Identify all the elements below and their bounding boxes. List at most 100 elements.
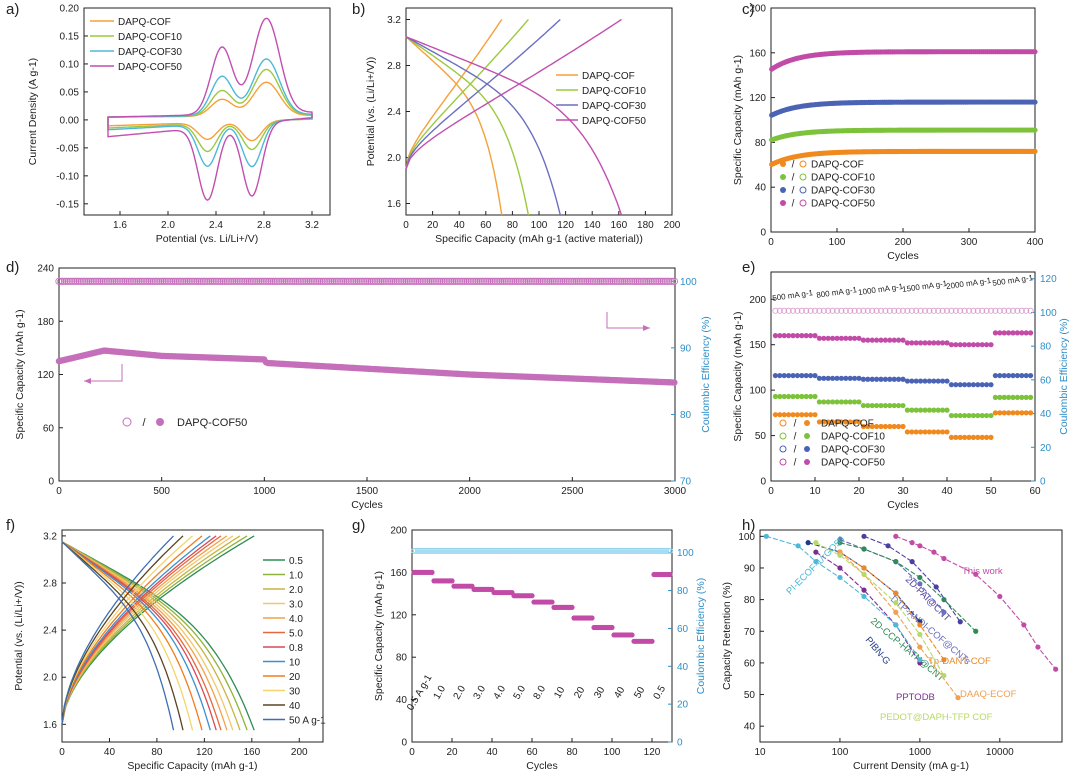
rate-point [979,342,985,348]
x-tick-label: 2.4 [209,220,223,231]
efficiency-point [432,277,440,285]
rate-point [777,372,783,379]
series-point [941,657,947,663]
y-tick-label: 80 [396,653,408,664]
efficiency-point [462,547,469,554]
rate-point [900,376,906,382]
efficiency-point [1010,307,1017,314]
rate-point [913,378,919,384]
series-point [957,619,963,625]
arrowhead [84,378,91,384]
efficiency-point [502,277,510,285]
y-tick-label: 3.2 [387,15,401,26]
x-axis-label: Specific Capacity (mAh g-1 (active mater… [435,233,643,245]
efficiency-point [873,307,880,314]
efficiency-point [360,277,368,285]
rate-point [975,412,981,419]
efficiency-point [443,277,451,285]
rate-point [891,402,897,409]
efficiency-point [583,277,592,285]
series-point [931,549,937,555]
legend-label: DAPQ-COF [118,17,171,28]
series-point [805,540,811,546]
plot-frame [83,7,331,216]
rate-point [790,412,796,418]
efficiency-point [628,277,636,285]
efficiency-point [469,277,477,285]
rate-point [922,378,928,384]
efficiency-point [930,307,937,314]
x-tick-label: 40 [941,486,953,497]
series-point [917,644,923,650]
efficiency-point [155,277,163,285]
efficiency-point [490,547,497,554]
rate-point [975,434,981,440]
efficiency-point [476,547,483,554]
rate-point [887,337,893,343]
efficiency-point [639,547,646,554]
efficiency-point [145,277,154,285]
efficiency-point [225,277,233,285]
efficiency-point [389,277,398,285]
legend-marker-open [799,173,807,181]
x-tick-label: 100 [832,747,849,758]
efficiency-point [162,277,170,285]
x-tick-label: 30 [897,486,909,497]
efficiency-point [273,277,281,285]
discharge-curve [405,36,623,216]
x-tick-label: 100 [531,220,548,231]
legend-sep: / [792,173,795,184]
rate-point [948,434,955,440]
efficiency-point [70,277,78,285]
legend-label: 30 [289,687,301,698]
rate-label: 0.5 A g-1 [405,673,434,713]
panel-a: 1.6 2.0 2.4 2.8 3.2 -0.15 -0.10 -0.05 0.00 0.05 0.… [27,4,331,245]
efficiency-point [578,277,586,285]
rate-point [992,394,999,400]
y-tick-label: 0 [48,477,54,488]
rate-point [918,429,924,435]
rate-point [821,419,827,425]
efficiency-point [297,277,305,285]
efficiency-point [437,277,446,285]
rate-point [1010,372,1016,379]
efficiency-point [474,277,483,285]
efficiency-point [659,277,667,285]
x-tick-label: 300 [961,237,978,248]
rate-point [878,402,884,409]
efficiency-point [182,277,191,285]
series-point [917,622,923,628]
x-tick-label: 3.2 [305,220,319,231]
efficiency-point [652,277,660,285]
rate-point [790,393,796,400]
efficiency-point [524,277,532,285]
efficiency-point [279,277,287,285]
panel-c: 0 100 200 300 400 0 40 80 120 160 200 Cycles Specifi… [732,4,1044,263]
rate-point [838,419,845,425]
efficiency-point [467,277,475,285]
efficiency-point [668,277,677,285]
efficiency-point [240,277,248,285]
x-tick-label: 60 [526,747,538,758]
efficiency-point [663,547,670,554]
efficiency-point [547,547,554,554]
efficiency-point [491,277,499,285]
efficiency-point [609,277,618,285]
efficiency-point [519,547,526,554]
y-tick-label: 2.0 [387,153,401,164]
rate-point [953,342,959,348]
discharge-curve [405,36,503,216]
efficiency-point [645,547,652,554]
capacity-point [609,624,615,631]
y2-tick-label: 20 [1040,443,1052,454]
y2-tick-label: 100 [677,548,694,559]
efficiency-point [473,277,481,285]
x-tick-label: 2000 [459,486,482,497]
rate-point [940,340,946,346]
legend-marker [780,161,786,167]
series-point [941,672,947,679]
efficiency-point [574,277,582,285]
axis-arrow [606,312,650,329]
x-tick-label: 3000 [664,486,687,497]
